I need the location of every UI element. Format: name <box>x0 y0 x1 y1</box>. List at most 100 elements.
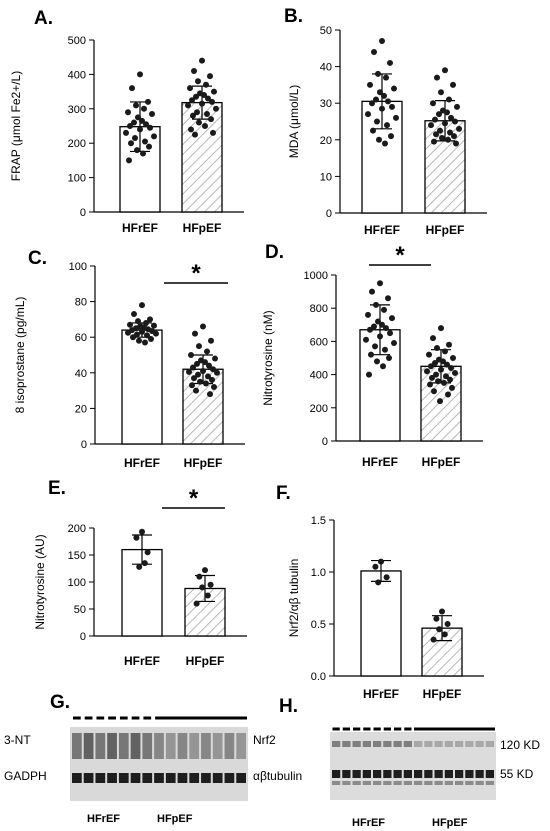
data-point <box>432 359 438 366</box>
band-tubulin-lower <box>424 781 433 785</box>
data-point <box>141 105 147 112</box>
blot-H-group-label-2: HFpEF <box>432 817 468 829</box>
bar-hfref <box>360 570 402 677</box>
y-tick-label: 0 <box>80 631 86 643</box>
y-tick-label: 1000 <box>304 270 328 282</box>
y-tick-label: 100 <box>68 173 86 185</box>
data-point <box>205 373 211 380</box>
band-gadph <box>72 773 82 783</box>
data-point <box>385 98 391 105</box>
data-point <box>193 93 199 100</box>
y-axis-label: Nitrotyrosine (AU) <box>33 534 47 629</box>
data-point <box>372 563 379 570</box>
data-point <box>196 343 202 350</box>
data-point <box>441 631 448 638</box>
data-point <box>144 332 150 339</box>
data-point <box>430 335 436 342</box>
data-point <box>208 116 214 123</box>
band-gadph <box>201 773 211 783</box>
data-point <box>210 366 216 373</box>
data-point <box>213 105 219 112</box>
blot-H-group-label-1: HFrEF <box>352 817 385 829</box>
band-nrf2 <box>393 741 402 747</box>
data-point <box>388 133 394 140</box>
panel-E-chart: E. 0 50 100 150 200 Nitrotyrosine (AU) HFrEF HFp… <box>33 478 247 668</box>
data-point <box>204 110 210 117</box>
data-point <box>204 348 210 355</box>
data-point <box>424 368 430 375</box>
data-point <box>391 340 397 347</box>
band-3nt <box>95 733 106 759</box>
band-gadph <box>118 773 129 783</box>
data-point <box>199 584 206 591</box>
x-category-label: HFrEF <box>363 687 399 701</box>
data-point <box>456 125 462 132</box>
data-point <box>444 109 450 116</box>
blot-G-right-label-bottom: αβtubulin <box>253 769 302 783</box>
data-point <box>374 358 380 365</box>
band-3nt <box>142 733 153 759</box>
y-tick-label: 1.0 <box>311 567 326 579</box>
band-gadph <box>177 773 188 783</box>
band-tubulin-lower <box>475 781 484 785</box>
blot-G-right-label-top: Nrf2 <box>253 733 276 747</box>
band-3nt <box>72 733 82 759</box>
data-point <box>363 336 369 343</box>
data-point <box>376 136 382 143</box>
data-point <box>137 126 143 133</box>
data-point <box>373 301 379 308</box>
data-point <box>385 295 391 302</box>
data-point <box>130 334 136 341</box>
band-tubulin-lower <box>383 781 392 785</box>
data-point <box>448 114 454 121</box>
data-point <box>136 337 142 344</box>
data-point <box>207 73 213 80</box>
data-point <box>432 116 438 123</box>
data-point <box>200 368 206 375</box>
band-nrf2 <box>434 741 443 747</box>
data-point <box>195 371 201 378</box>
data-point <box>378 558 384 565</box>
blot-G-left-label-top: 3-NT <box>4 733 31 747</box>
data-point <box>188 352 194 358</box>
data-point <box>445 391 451 398</box>
data-point <box>145 98 151 105</box>
data-point <box>370 127 376 134</box>
band-3nt <box>189 733 200 759</box>
data-point <box>438 366 444 373</box>
y-tick-label: 100 <box>68 577 86 589</box>
band-tubulin <box>434 770 443 778</box>
data-point <box>452 118 458 125</box>
band-tubulin <box>373 770 382 778</box>
data-point <box>442 67 448 74</box>
bar-hfpef <box>181 101 223 213</box>
data-point <box>383 74 389 81</box>
panel-a-letter: A. <box>34 8 53 29</box>
band-tubulin-lower <box>352 781 361 785</box>
band-tubulin-lower <box>403 781 412 785</box>
data-point <box>191 375 197 382</box>
panel-e-letter: E. <box>48 478 66 499</box>
data-point <box>199 100 205 107</box>
data-point <box>151 133 157 140</box>
data-point <box>205 95 211 102</box>
data-point <box>445 136 451 143</box>
data-point <box>451 133 457 140</box>
panel-G-blot: G. 3-NT GADPH Nrf2 αβtubulin HFrEF HFpEF <box>4 692 302 825</box>
data-point <box>188 126 194 133</box>
band-3nt <box>118 733 129 759</box>
band-nrf2 <box>403 741 412 747</box>
data-point <box>380 363 386 370</box>
data-point <box>434 74 440 81</box>
data-point <box>125 329 131 336</box>
band-3nt <box>177 733 188 759</box>
y-tick-label: 1.5 <box>311 515 326 527</box>
x-category-label: HFpEF <box>422 455 461 469</box>
band-3nt <box>224 733 235 759</box>
y-tick-label: 600 <box>310 336 328 348</box>
significance-star: * <box>189 485 199 512</box>
data-point <box>375 318 381 325</box>
data-point <box>202 123 208 129</box>
data-point <box>391 85 397 92</box>
